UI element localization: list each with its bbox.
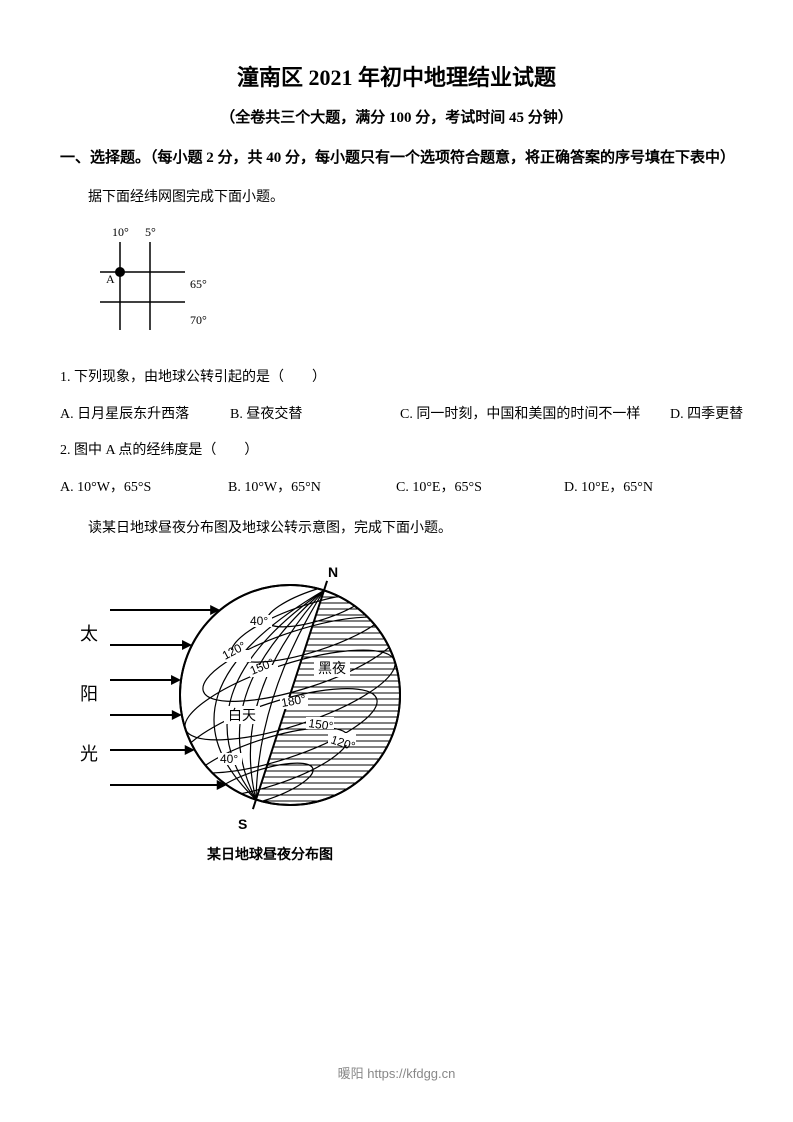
svg-text:N: N (328, 564, 338, 580)
q1-opt-a: A. 日月星辰东升西落 (60, 400, 220, 431)
intro-text-1: 据下面经纬网图完成下面小题。 (60, 183, 733, 214)
q1-options: A. 日月星辰东升西落 B. 昼夜交替 C. 同一时刻，中国和美国的时间不一样 … (60, 400, 733, 431)
q1-opt-c: C. 同一时刻，中国和美国的时间不一样 (400, 400, 660, 431)
globe-diagram: 太阳光NS白天黑夜120°150°180°150°120°40°40° 某日地球… (60, 555, 733, 864)
q2-opt-d: D. 10°E，65°N (564, 473, 732, 504)
q2-opt-a: A. 10°W，65°S (60, 473, 228, 504)
svg-text:A: A (106, 272, 115, 286)
q1-stem: 1. 下列现象，由地球公转引起的是（ ） (60, 363, 733, 394)
svg-text:黑夜: 黑夜 (318, 661, 346, 677)
svg-text:65°: 65° (190, 277, 207, 291)
svg-text:40°: 40° (250, 614, 268, 628)
grid-diagram: 10° 5° 65° 70° A (90, 224, 733, 349)
q2-options: A. 10°W，65°S B. 10°W，65°N C. 10°E，65°S D… (60, 473, 733, 504)
svg-text:S: S (238, 816, 247, 832)
svg-text:阳: 阳 (80, 684, 98, 704)
svg-text:40°: 40° (220, 752, 238, 766)
q1-opt-b: B. 昼夜交替 (230, 400, 390, 431)
section-1-header: 一、选择题。（每小题 2 分，共 40 分，每小题只有一个选项符合题意，将正确答… (60, 143, 733, 173)
q2-opt-c: C. 10°E，65°S (396, 473, 564, 504)
page-footer: 暖阳 https://kfdgg.cn (0, 1063, 793, 1082)
svg-text:70°: 70° (190, 313, 207, 327)
q1-opt-d: D. 四季更替 (670, 400, 743, 431)
svg-text:5°: 5° (145, 225, 156, 239)
svg-text:10°: 10° (112, 225, 129, 239)
intro-text-2: 读某日地球昼夜分布图及地球公转示意图，完成下面小题。 (60, 514, 733, 545)
globe-caption: 某日地球昼夜分布图 (100, 844, 440, 864)
q2-opt-b: B. 10°W，65°N (228, 473, 396, 504)
svg-text:白天: 白天 (228, 708, 256, 724)
page-subtitle: （全卷共三个大题，满分 100 分，考试时间 45 分钟） (60, 106, 733, 127)
svg-text:150°: 150° (308, 716, 335, 733)
svg-text:太: 太 (80, 624, 98, 644)
page-title: 潼南区 2021 年初中地理结业试题 (60, 60, 733, 92)
svg-text:光: 光 (80, 744, 98, 764)
q2-stem: 2. 图中 A 点的经纬度是（ ） (60, 436, 733, 467)
